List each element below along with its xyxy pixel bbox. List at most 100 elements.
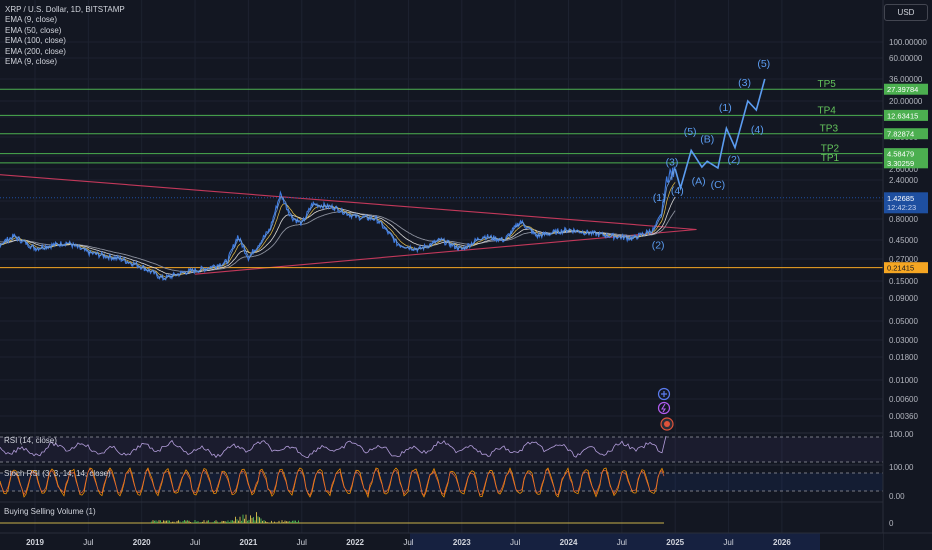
target-label-tp1: TP1 <box>821 153 840 164</box>
x-tick-label: Jul <box>510 538 520 547</box>
rsi-pane-label[interactable]: RSI (14, close) <box>4 436 57 445</box>
indicator-ema-50[interactable]: EMA (50, close) <box>5 25 62 35</box>
target-label-tp4: TP4 <box>818 105 837 116</box>
wave-label: (B) <box>700 134 714 146</box>
wave-label: (C) <box>711 179 726 191</box>
target-price-value: 7.82874 <box>887 130 914 139</box>
price-axis: 100.0000060.0000036.0000020.0000012.0000… <box>882 0 932 550</box>
time-axis-selection <box>410 533 820 550</box>
target-price-value: 27.39784 <box>887 85 918 94</box>
stoch-tick-100: 100.00 <box>889 463 914 472</box>
price-series <box>0 165 676 281</box>
x-tick-label: 2023 <box>453 538 471 547</box>
x-tick-label: Jul <box>403 538 413 547</box>
target-price-badge <box>884 109 928 121</box>
x-tick-label: 2025 <box>666 538 684 547</box>
bolt-glyph <box>661 403 667 413</box>
time-axis: 2019 Jul 2020 Jul 2021 Jul 2022 Jul 2023 Jul 2024 J… <box>0 532 932 550</box>
target-price-badge <box>884 148 928 160</box>
wave-label: (2) <box>727 154 740 166</box>
wave-label: (3) <box>666 156 679 168</box>
y-tick-label: 20.00000 <box>889 97 923 106</box>
indicator-ema-100[interactable]: EMA (100, close) <box>5 36 66 46</box>
indicator-ema-9[interactable]: EMA (9, close) <box>5 15 58 25</box>
y-tick-label: 0.03000 <box>889 336 918 345</box>
x-tick-label: 2022 <box>346 538 364 547</box>
wave-label: (A) <box>692 176 706 188</box>
x-tick-label: 2026 <box>773 538 791 547</box>
stoch-rsi-pane-label[interactable]: Stoch RSI (3, 3, 14, 14, close) <box>4 469 111 478</box>
target-price-badge <box>884 83 928 95</box>
support-price-badge <box>884 262 928 274</box>
bar-countdown: 12:42:23 <box>887 203 916 212</box>
grid <box>0 0 883 533</box>
flag-dot <box>664 421 670 427</box>
y-tick-label: 100.00000 <box>889 38 927 47</box>
x-tick-label: Jul <box>723 538 733 547</box>
y-tick-label: 0.09000 <box>889 294 918 303</box>
rsi-band <box>0 437 883 462</box>
projection-path <box>674 78 766 191</box>
chart-legend: XRP / U.S. Dollar, 1D, BITSTAMP EMA (9, … <box>5 5 125 67</box>
x-tick-label: Jul <box>83 538 93 547</box>
y-tick-label: 0.27000 <box>889 255 918 264</box>
upper-trendline <box>0 174 697 231</box>
wave-label: (3) <box>738 77 751 89</box>
target-label-tp3: TP3 <box>820 124 839 135</box>
target-label-tp5: TP5 <box>818 79 837 90</box>
target-price-badge <box>884 128 928 140</box>
stoch-k-line <box>0 468 665 497</box>
indicator-ema-9-second[interactable]: EMA (9, close) <box>5 57 58 67</box>
target-label-tp2: TP2 <box>821 144 840 155</box>
x-tick-label: Jul <box>617 538 627 547</box>
y-tick-label: 0.15000 <box>889 277 918 286</box>
wave-projection <box>674 78 766 191</box>
current-price-value: 1.42685 <box>887 194 914 203</box>
wave-label: (2) <box>652 239 665 251</box>
support-price-value: 0.21415 <box>887 264 914 273</box>
floating-tools <box>657 387 674 431</box>
x-tick-label: 2020 <box>133 538 151 547</box>
wave-label: (1) <box>653 192 666 204</box>
wave-label: (5) <box>684 126 697 138</box>
wave-label: (1) <box>719 102 732 114</box>
plus-icon <box>661 391 667 397</box>
target-price-value: 3.30259 <box>887 159 914 168</box>
volume-tick-0: 0 <box>889 519 894 528</box>
add-alert-icon[interactable] <box>657 387 671 401</box>
target-price-value: 12.63415 <box>887 111 918 120</box>
wave-label: (5) <box>757 58 770 70</box>
y-tick-label: 0.00600 <box>889 395 918 404</box>
wave-label: (4) <box>751 124 764 136</box>
y-tick-label: 2.60000 <box>889 165 918 174</box>
wave-labels: (1) (2) (3) (4) (5) (A) (B) (C) (2) (1) (4) (3) (5) <box>652 58 770 251</box>
x-tick-label: 2019 <box>26 538 44 547</box>
lightning-icon[interactable] <box>657 401 671 415</box>
currency-selector[interactable]: USD <box>884 4 928 21</box>
target-price-value: 4.58479 <box>887 150 914 159</box>
ema-9-line <box>0 168 676 280</box>
y-tick-label: 0.01000 <box>889 376 918 385</box>
rsi-line <box>0 435 667 459</box>
current-price-badge <box>884 192 928 214</box>
indicator-panes <box>0 432 932 524</box>
x-tick-label: Jul <box>190 538 200 547</box>
y-tick-label: 0.05000 <box>889 317 918 326</box>
target-price-badge <box>884 157 928 169</box>
x-tick-label: 2021 <box>240 538 258 547</box>
y-tick-label: 0.00360 <box>889 412 918 421</box>
stoch-tick-0: 0.00 <box>889 492 905 501</box>
y-tick-label: 0.80000 <box>889 215 918 224</box>
y-tick-label: 0.01800 <box>889 353 918 362</box>
symbol-title[interactable]: XRP / U.S. Dollar, 1D, BITSTAMP <box>5 5 125 14</box>
x-tick-label: Jul <box>297 538 307 547</box>
y-tick-label: 36.00000 <box>889 75 923 84</box>
rsi-tick-100: 100.00 <box>889 430 914 439</box>
y-tick-label: 0.45000 <box>889 236 918 245</box>
stoch-d-line <box>0 467 665 499</box>
indicator-ema-200[interactable]: EMA (200, close) <box>5 46 66 56</box>
volume-pane-label[interactable]: Buying Selling Volume (1) <box>4 507 96 516</box>
